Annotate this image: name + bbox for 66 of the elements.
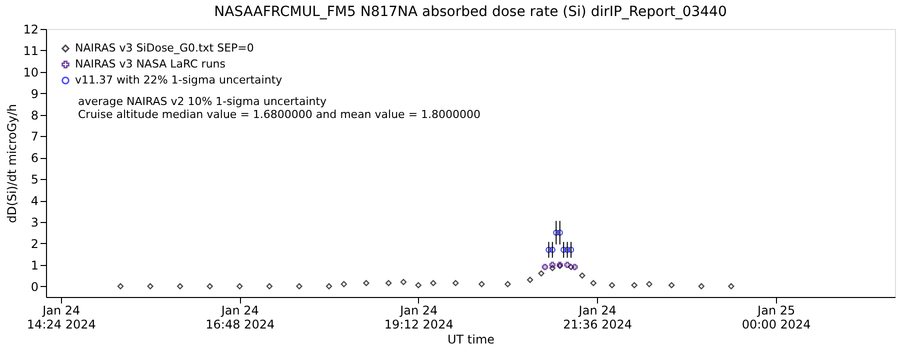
- point: [478, 281, 485, 288]
- point: [542, 264, 548, 270]
- point: [147, 283, 154, 290]
- x-tick-label: Jan 24 14:24 2024: [26, 304, 96, 332]
- point: [728, 283, 734, 290]
- point: [579, 272, 586, 279]
- point: [117, 283, 124, 290]
- point: [340, 281, 347, 288]
- point: [631, 282, 638, 288]
- point: [553, 230, 560, 236]
- legend-label: NAIRAS v3 SiDose_G0.txt SEP=0: [75, 42, 254, 54]
- point: [538, 270, 544, 277]
- point: [549, 246, 556, 253]
- point: [452, 280, 459, 286]
- point: [363, 280, 370, 286]
- chart-title: NASAAFRCMUL_FM5 N817NA absorbed dose rate (Si) dirIP_Report_03440: [214, 4, 727, 20]
- y-tick-label: 0: [30, 280, 38, 294]
- point: [564, 262, 570, 268]
- y-tick-label: 4: [30, 194, 38, 208]
- y-tick-label: 3: [30, 215, 38, 230]
- point: [504, 281, 511, 288]
- point: [590, 280, 596, 286]
- point: [430, 280, 436, 286]
- point: [568, 264, 574, 270]
- point: [546, 246, 552, 253]
- annotation: average NAIRAS v2 10% 1-sigma uncertainty: [78, 95, 328, 108]
- point: [400, 278, 407, 286]
- point: [176, 283, 184, 290]
- point: [564, 246, 570, 253]
- x-axis-title: UT time: [447, 332, 495, 346]
- y-tick-label: 5: [30, 172, 38, 187]
- point: [560, 246, 567, 253]
- x-tick-label: Jan 25 00:00 2024: [742, 304, 811, 332]
- y-tick-label: 12: [23, 22, 38, 36]
- point: [549, 262, 556, 268]
- y-tick-label: 7: [30, 130, 38, 144]
- y-tick-label: 6: [30, 151, 38, 166]
- point: [646, 281, 652, 288]
- point: [608, 282, 616, 288]
- point: [526, 276, 534, 283]
- legend-label: NAIRAS v3 NASA LaRC runs: [75, 58, 226, 70]
- point: [415, 282, 422, 288]
- point: [698, 283, 704, 290]
- point: [236, 283, 243, 290]
- point: [572, 264, 578, 270]
- x-tick-label: Jan 24 19:12 2024: [384, 304, 454, 332]
- y-tick-label: 9: [30, 86, 38, 101]
- point: [556, 230, 563, 236]
- y-tick-label: 10: [23, 65, 38, 80]
- legend-label: v11.37 with 22% 1-sigma uncertainty: [75, 74, 283, 86]
- y-axis-title: dD(Si)/dt microGy/h: [5, 104, 20, 224]
- point: [549, 264, 556, 272]
- annotation: Cruise altitude median value = 1.6800000 and mean value = 1.8000000: [78, 108, 481, 121]
- point: [668, 282, 675, 288]
- y-tick-label: 11: [23, 44, 38, 58]
- point: [568, 246, 574, 253]
- point: [385, 280, 392, 286]
- y-tick-label: 8: [30, 108, 38, 122]
- y-tick-label: 1: [30, 258, 38, 272]
- x-tick-label: Jan 24 21:36 2024: [563, 304, 632, 332]
- point: [296, 283, 302, 290]
- point: [326, 283, 332, 290]
- x-tick-label: Jan 24 16:48 2024: [206, 304, 275, 332]
- point: [206, 283, 213, 290]
- point: [266, 283, 273, 290]
- y-tick-label: 2: [30, 236, 38, 251]
